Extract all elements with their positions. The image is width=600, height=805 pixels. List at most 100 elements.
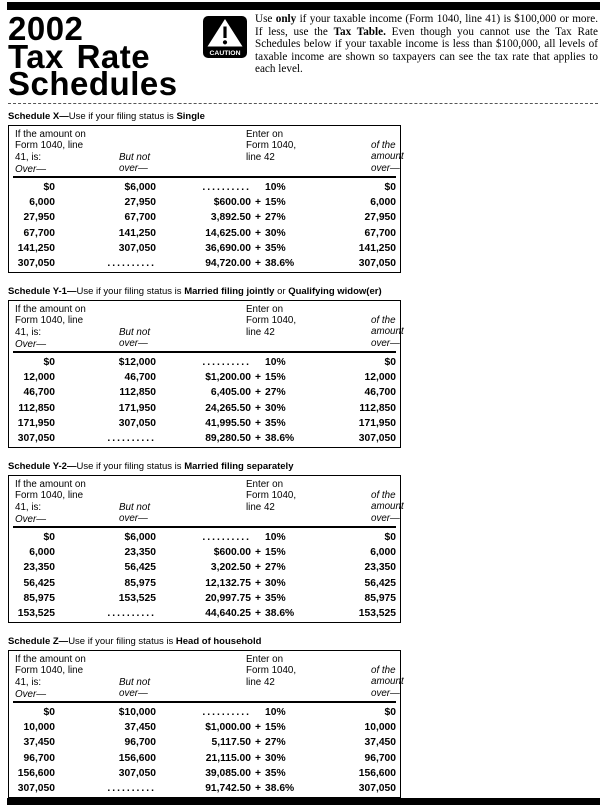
plus-sign: + [254,737,261,749]
plus-sign: + [254,197,261,209]
bracket-row: $0 $6,000.......... 10% $0 [9,180,400,195]
plus-sign: + [254,592,261,604]
tax-rate: 27% [265,387,286,399]
bracket-row: 6,000 27,950 $600.00 +15% 6,000 [9,195,400,210]
bracket-rows: $0 $10,000.......... 10% $0 10,000 37,450 $1,0… [9,705,400,796]
column-header-but-not-over: But not over— [119,502,151,525]
base-tax-amount: .......... [202,357,251,369]
warning-triangle-icon: CAUTION [203,16,247,58]
page-title: 2002 Tax Rate Schedules [8,12,178,99]
over-amount: 153,525 [17,608,55,620]
tax-rate: 35% [265,592,286,604]
tax-rate: 10% [265,707,286,719]
base-tax-amount: .......... [202,707,251,719]
bracket-row: 27,950 67,700 3,892.50 +27% 27,950 [9,210,400,225]
over-amount: 27,950 [23,212,56,224]
of-amount-over: 171,950 [358,417,396,429]
bracket-row: 56,425 85,975 12,132.75 +30% 56,425 [9,576,400,591]
tax-rate: 15% [265,722,286,734]
over-amount: 56,425 [23,577,56,589]
of-amount-over: 10,000 [364,722,397,734]
schedule-section: Schedule Y-2—Use if your filing status i… [8,461,404,623]
bracket-row: 85,975 153,525 20,997.75 +35% 85,975 [9,591,400,606]
tax-bracket-table: If the amount on Form 1040, line 41, is: Ov… [8,300,404,448]
schedule-section: Schedule Y-1—Use if your filing status i… [8,286,404,448]
column-header-of-amount-over: of the amount over— [371,140,404,174]
bracket-row: 67,700 141,250 14,625.00 +30% 67,700 [9,226,400,241]
bracket-row: $0 $12,000.......... 10% $0 [9,355,400,370]
base-tax-amount: $600.00 [213,547,251,559]
tax-rate: 27% [265,212,286,224]
plus-sign: + [254,722,261,734]
but-not-over-amount: 141,250 [118,227,156,239]
but-not-over-amount: .......... [107,608,156,620]
tax-rate: 10% [265,182,286,194]
but-not-over-amount: $10,000 [118,707,156,719]
of-amount-over: 37,450 [364,737,397,749]
tax-rate: 15% [265,372,286,384]
bracket-rows: $0 $6,000.......... 10% $0 6,000 27,950 $600.0… [9,180,400,271]
base-tax-amount: $1,200.00 [205,372,251,384]
base-tax-amount: 94,720.00 [205,258,251,270]
over-amount: 85,975 [23,592,56,604]
tax-rate: 10% [265,357,286,369]
header-rule [13,526,396,528]
plus-sign: + [254,783,261,795]
base-tax-amount: 24,265.50 [205,402,251,414]
but-not-over-amount: 27,950 [124,197,157,209]
bracket-row: 141,250 307,050 36,690.00 +35% 141,250 [9,241,400,256]
over-amount: 67,700 [23,227,56,239]
plus-sign: + [254,242,261,254]
over-amount: 307,050 [17,783,55,795]
but-not-over-amount: .......... [107,258,156,270]
bracket-row: 23,350 56,425 3,202.50 +27% 23,350 [9,560,400,575]
tax-rate: 27% [265,562,286,574]
over-amount: 112,850 [18,402,55,414]
but-not-over-amount: 85,975 [124,577,157,589]
base-tax-amount: 41,995.50 [205,417,251,429]
header-rule [13,701,396,703]
but-not-over-amount: 171,950 [118,402,156,414]
column-header-but-not-over: But not over— [119,677,151,700]
plus-sign: + [254,433,261,445]
tax-rate: 27% [265,737,286,749]
but-not-over-amount: 307,050 [118,417,156,429]
column-header-enter-on: Enter on Form 1040, line 42 [246,304,297,338]
but-not-over-amount: 23,350 [124,547,157,559]
base-tax-amount: 14,625.00 [205,227,251,239]
of-amount-over: 67,700 [364,227,397,239]
plus-sign: + [254,752,261,764]
but-not-over-amount: 67,700 [124,212,157,224]
usage-notice: Use only if your taxable income (Form 10… [255,13,598,75]
but-not-over-amount: 37,450 [124,722,157,734]
bracket-row: 37,450 96,700 5,117.50 +27% 37,450 [9,735,400,750]
column-header-if-amount: If the amount on Form 1040, line 41, is: Ov… [15,479,86,525]
bracket-row: 46,700 112,850 6,405.00 +27% 46,700 [9,385,400,400]
tax-rate: 35% [265,767,286,779]
over-amount: 171,950 [17,417,55,429]
of-amount-over: 27,950 [364,212,397,224]
of-amount-over: 6,000 [370,197,396,209]
bracket-rows: $0 $12,000.......... 10% $0 12,000 46,700 $1,2… [9,355,400,446]
over-amount: 6,000 [29,197,55,209]
base-tax-amount: 12,132.75 [205,577,251,589]
over-amount: 6,000 [29,547,55,559]
bracket-row: 12,000 46,700 $1,200.00 +15% 12,000 [9,370,400,385]
bracket-row: 6,000 23,350 $600.00 +15% 6,000 [9,545,400,560]
but-not-over-amount: 153,525 [118,592,156,604]
base-tax-amount: $600.00 [213,197,251,209]
of-amount-over: 156,600 [358,767,396,779]
base-tax-amount: 91,742.50 [205,783,251,795]
but-not-over-amount: 112,850 [119,387,156,399]
tax-rate: 30% [265,752,286,764]
of-amount-over: 12,000 [364,372,397,384]
over-amount: $0 [43,532,55,544]
base-tax-amount: 36,690.00 [205,242,251,254]
plus-sign: + [254,212,261,224]
over-amount: 141,250 [17,242,55,254]
schedule-section: Schedule X—Use if your filing status is … [8,111,404,273]
of-amount-over: 112,850 [359,402,396,414]
tax-rate: 38.6% [265,258,295,270]
but-not-over-amount: 46,700 [124,372,157,384]
